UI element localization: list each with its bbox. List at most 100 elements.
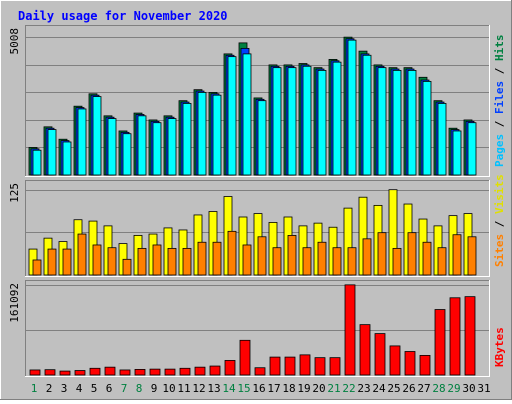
bar-pages-day-8: [137, 115, 147, 176]
bar-pages-day-13: [212, 94, 222, 176]
x-tick-label-22: 22: [342, 382, 355, 395]
x-tick-label-29: 29: [447, 382, 460, 395]
bar-sites-day-17: [272, 247, 282, 276]
bar-pages-day-2: [47, 129, 57, 176]
bar-sites-day-4: [77, 233, 87, 276]
bar-kbytes-day-11: [179, 367, 191, 376]
bar-kbytes-day-17: [269, 356, 281, 376]
bar-sites-day-15: [242, 244, 252, 276]
x-tick-label-26: 26: [402, 382, 415, 395]
bar-kbytes-day-13: [209, 365, 221, 376]
x-tick-label-31: 31: [477, 382, 490, 395]
bar-sites-day-22: [347, 247, 357, 276]
bar-pages-day-20: [317, 70, 327, 176]
bar-kbytes-day-15: [239, 339, 251, 376]
bar-sites-day-26: [407, 232, 417, 276]
bar-kbytes-day-10: [164, 368, 176, 376]
bar-kbytes-day-27: [419, 355, 431, 376]
bar-pages-day-6: [107, 118, 117, 176]
bar-pages-day-21: [332, 61, 342, 176]
bar-kbytes-day-19: [299, 354, 311, 376]
bar-kbytes-day-30: [464, 296, 476, 376]
bar-sites-day-11: [182, 247, 192, 276]
legend-sites: Sites: [493, 234, 506, 267]
bar-sites-day-24: [377, 232, 387, 276]
legend-separator: /: [493, 214, 506, 234]
bar-sites-day-29: [452, 234, 462, 276]
bar-kbytes-day-6: [104, 366, 116, 376]
x-tick-label-21: 21: [327, 382, 340, 395]
x-tick-label-23: 23: [357, 382, 370, 395]
bar-pages-day-16: [257, 100, 267, 176]
bar-sites-day-9: [152, 244, 162, 276]
bar-sites-day-8: [137, 247, 147, 276]
bar-pages-day-27: [422, 81, 432, 176]
bar-pages-day-22: [347, 39, 357, 176]
bar-kbytes-day-28: [434, 309, 446, 376]
bar-sites-day-13: [212, 241, 222, 276]
bar-kbytes-day-12: [194, 366, 206, 376]
bar-sites-day-7: [122, 258, 132, 276]
x-tick-label-9: 9: [151, 382, 158, 395]
bar-kbytes-day-20: [314, 357, 326, 376]
bar-sites-day-30: [467, 236, 477, 276]
bar-sites-day-25: [392, 247, 402, 276]
bar-kbytes-day-3: [59, 370, 71, 376]
bar-sites-day-19: [302, 247, 312, 276]
legend-visits: Visits: [493, 174, 506, 214]
bar-pages-day-30: [467, 122, 477, 176]
x-tick-label-13: 13: [207, 382, 220, 395]
bar-pages-day-28: [437, 103, 447, 176]
bar-kbytes-day-22: [344, 284, 356, 376]
bar-kbytes-day-7: [119, 369, 131, 376]
bar-pages-day-12: [197, 92, 207, 176]
x-tick-label-16: 16: [252, 382, 265, 395]
panel-axis-legend: KBytes: [493, 327, 506, 367]
x-tick-label-30: 30: [462, 382, 475, 395]
bar-kbytes-day-5: [89, 367, 101, 376]
x-tick-label-17: 17: [267, 382, 280, 395]
bar-pages-day-4: [77, 108, 87, 176]
bar-kbytes-day-16: [254, 367, 266, 376]
bar-kbytes-day-25: [389, 345, 401, 376]
x-tick-label-25: 25: [387, 382, 400, 395]
chart-panels: 5008 Pages / Files / Hits 125 Sites / Visit…: [8, 25, 506, 377]
legend-pages: Pages: [493, 134, 506, 167]
bar-pages-day-5: [92, 96, 102, 176]
bar-kbytes-day-18: [284, 356, 296, 376]
legend-separator: /: [493, 114, 506, 134]
bar-pages-day-29: [452, 130, 462, 176]
bar-pages-day-26: [407, 70, 417, 176]
x-tick-label-20: 20: [312, 382, 325, 395]
panel-kbytes: 161092 KBytes: [8, 280, 506, 377]
legend-hits: Hits: [493, 35, 506, 62]
bar-kbytes-day-14: [224, 360, 236, 376]
bar-pages-day-17: [272, 67, 282, 176]
x-tick-label-28: 28: [432, 382, 445, 395]
legend-separator: /: [493, 61, 506, 81]
panel-hits-files-pages: 5008 Pages / Files / Hits: [8, 25, 506, 177]
panel-visits-sites: 125 Sites / Visits: [8, 174, 506, 277]
x-tick-label-2: 2: [46, 382, 53, 395]
bar-pages-day-7: [122, 133, 132, 176]
bar-pages-day-25: [392, 70, 402, 176]
x-tick-label-19: 19: [297, 382, 310, 395]
x-tick-label-3: 3: [61, 382, 68, 395]
panel-max-label: 161092: [8, 283, 21, 323]
x-tick-label-7: 7: [121, 382, 128, 395]
bar-sites-day-18: [287, 235, 297, 276]
panel-max-label: 125: [8, 183, 21, 203]
bar-pages-day-24: [377, 67, 387, 176]
bar-sites-day-5: [92, 244, 102, 276]
bar-kbytes-day-9: [149, 368, 161, 376]
bar-pages-day-10: [167, 118, 177, 176]
x-tick-label-5: 5: [91, 382, 98, 395]
bar-kbytes-day-21: [329, 357, 341, 376]
bar-pages-day-11: [182, 103, 192, 176]
bar-pages-day-1: [32, 149, 42, 176]
x-tick-label-14: 14: [222, 382, 236, 395]
bar-pages-day-3: [62, 141, 72, 176]
bar-kbytes-day-26: [404, 351, 416, 376]
